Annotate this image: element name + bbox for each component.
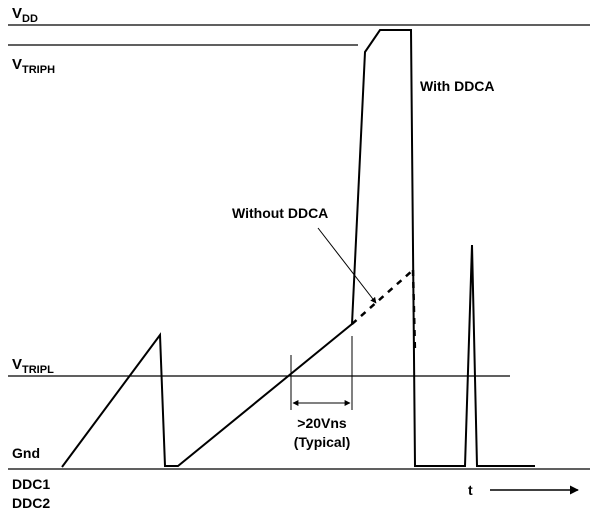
ddc1-label: DDC1 <box>12 476 50 492</box>
vtripl-label: VTRIPL <box>12 356 54 376</box>
without-ddca-dashed-drop <box>411 269 417 353</box>
without-ddca-label: Without DDCA <box>232 205 328 221</box>
timing-value-label: >20Vns <box>297 415 347 431</box>
ddc2-label: DDC2 <box>12 495 50 511</box>
vdd-label: VDD <box>12 5 38 25</box>
time-axis-label: t <box>468 482 473 498</box>
with-ddca-label: With DDCA <box>420 78 495 94</box>
without-ddca-dashed-ramp <box>351 269 414 325</box>
ddc-waveform <box>61 29 535 468</box>
without-ddca-leader-arrow <box>317 227 377 304</box>
gnd-label: Gnd <box>12 445 40 461</box>
timing-note-label: (Typical) <box>294 434 351 450</box>
vtriph-label: VTRIPH <box>12 56 55 76</box>
